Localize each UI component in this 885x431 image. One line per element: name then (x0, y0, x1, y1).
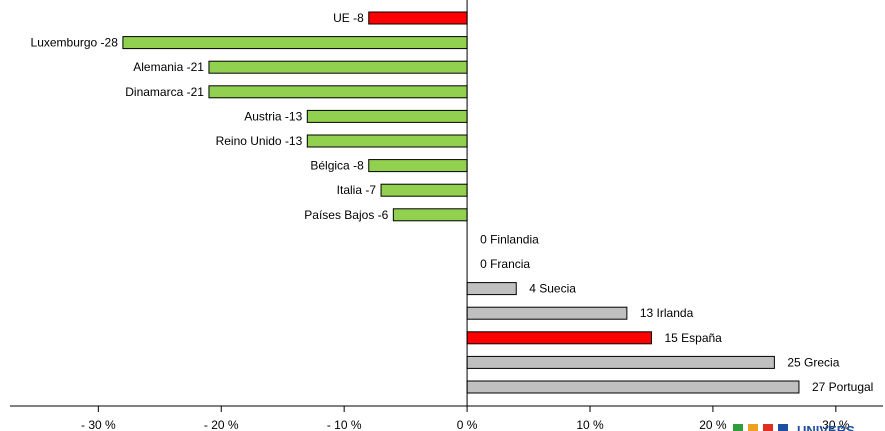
x-ticks-layer: - 30 % - 20 % - 10 % 0 % 10 % 20 % 30 % (81, 406, 850, 431)
bar-label-grecia: 25 Grecia (787, 355, 839, 369)
x-tick-label: - 10 % (327, 418, 362, 431)
bar-dinamarca (208, 85, 468, 99)
logo-mark (763, 424, 773, 431)
bar-suecia (466, 282, 517, 296)
bar-irlanda (466, 306, 628, 320)
bar-espana (466, 331, 652, 345)
university-logo: UNIVERS (733, 423, 855, 431)
bar-italia (380, 183, 468, 197)
logo-mark (733, 424, 743, 431)
x-tick-label: - 20 % (204, 418, 239, 431)
x-tick-label: 0 % (457, 418, 478, 431)
bar-belgica (368, 159, 468, 173)
bar-grecia (466, 355, 775, 369)
logo-mark (778, 424, 788, 431)
bar-label-suecia: 4 Suecia (529, 282, 576, 296)
bar-paises-bajos (392, 208, 468, 222)
bar-label-irlanda: 13 Irlanda (640, 306, 694, 320)
x-tick-label: 30 % (822, 418, 850, 431)
bar-reino-unido (306, 134, 468, 148)
bar-label-dinamarca: Dinamarca -21 (125, 85, 204, 99)
bar-label-francia: 0 Francia (480, 257, 530, 271)
x-tick-label: 20 % (699, 418, 727, 431)
bar-label-reino-unido: Reino Unido -13 (216, 134, 303, 148)
bar-label-luxemburgo: Luxemburgo -28 (31, 36, 119, 50)
bar-label-alemania: Alemania -21 (133, 60, 204, 74)
bar-label-portugal: 27 Portugal (812, 380, 873, 394)
bar-labels-layer: UE -8 Luxemburgo -28 Alemania -21 Dinamarca… (31, 11, 874, 394)
bar-portugal (466, 380, 800, 394)
bar-label-austria: Austria -13 (244, 109, 302, 123)
bar-luxemburgo (122, 36, 468, 50)
bar-label-finlandia: 0 Finlandia (480, 232, 539, 246)
x-tick-label: - 30 % (81, 418, 116, 431)
bar-label-ue: UE -8 (333, 11, 364, 25)
bar-alemania (208, 60, 468, 74)
bar-label-espana: 15 España (664, 331, 722, 345)
logo-text: UNIVERS (797, 423, 855, 431)
bar-label-belgica: Bélgica -8 (310, 159, 364, 173)
x-tick-label: 10 % (576, 418, 604, 431)
bar-label-paises-bajos: Países Bajos -6 (304, 208, 388, 222)
bar-austria (306, 109, 468, 123)
bar-label-italia: Italia -7 (337, 183, 377, 197)
logo-mark (748, 424, 758, 431)
bar-ue (368, 11, 468, 25)
